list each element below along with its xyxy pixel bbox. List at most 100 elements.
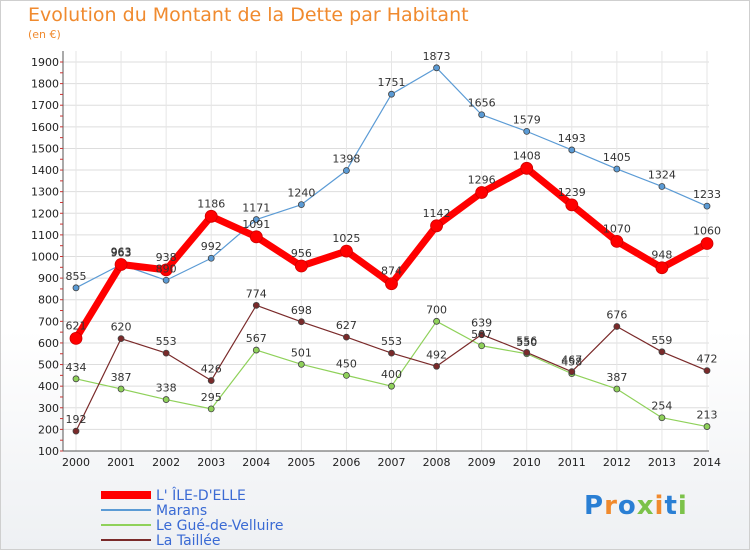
series-2-point-2012 [613,323,621,330]
series-0-label-2011: 1493 [558,132,586,145]
series-3-label-2006: 1025 [332,232,360,245]
x-tick-2002: 2002 [152,456,180,469]
y-tick-800: 800 [38,294,59,307]
series-1-label-2008: 700 [426,303,447,316]
series-3-point-2014 [700,237,714,250]
y-tick-500: 500 [38,359,59,372]
series-1-point-2000 [72,375,80,383]
series-2-label-2010: 556 [516,334,537,347]
series-3-point-2003 [204,209,218,223]
series-0-point-2007 [388,90,395,98]
logo-letter: i [677,491,688,521]
series-3-label-2012: 1070 [603,222,631,235]
x-tick-2005: 2005 [287,456,315,469]
series-0-point-2008 [433,64,440,72]
y-tick-200: 200 [38,423,59,436]
y-tick-1300: 1300 [31,186,59,199]
series-1-label-2010: 550 [516,336,537,349]
series-1-point-2004 [252,346,260,354]
series-0-point-2009 [478,111,486,119]
series-1-point-2013 [658,414,666,422]
logo-letter: P [584,491,605,521]
series-1-label-2006: 450 [336,357,357,370]
series-2-label-2009: 639 [471,317,492,330]
series-0-label-2008: 1873 [423,50,451,63]
series-2-label-2006: 627 [336,319,357,332]
series-3-point-2001 [114,258,128,271]
series-3-point-2011 [565,198,579,212]
series-3-point-2007 [385,277,398,291]
x-tick-2010: 2010 [513,456,541,469]
series-0-point-2014 [703,202,711,210]
series-0-point-2000 [72,284,80,292]
series-1-label-2001: 387 [111,371,132,384]
series-2-label-2000: 192 [66,413,87,426]
series-0-point-2010 [523,127,531,135]
series-2-label-2013: 559 [651,334,672,347]
series-0-label-2010: 1579 [513,113,541,126]
series-2-label-2011: 467 [561,354,582,367]
x-tick-2006: 2006 [332,456,360,469]
x-tick-2000: 2000 [62,456,90,469]
y-tick-1400: 1400 [31,164,59,177]
series-0-label-2002: 890 [156,262,177,275]
series-2-label-2012: 676 [606,309,627,322]
series-2-point-2010 [523,349,531,356]
y-tick-1500: 1500 [31,142,59,155]
logo-letter: x [636,491,655,521]
series-2-point-2000 [72,427,80,435]
series-0-point-2003 [207,254,215,262]
series-0-label-2005: 1240 [287,187,315,200]
chart-unit: (en €) [28,28,61,41]
series-1-label-2013: 254 [651,400,672,413]
y-tick-400: 400 [38,380,59,393]
series-3-point-2004 [249,230,263,244]
series-2-label-2007: 553 [381,335,402,348]
series-0-label-2009: 1656 [468,97,496,110]
series-1-label-2000: 434 [66,361,87,374]
series-2-label-2005: 698 [291,304,312,317]
series-0-label-2004: 1171 [242,202,270,215]
series-3-point-2010 [520,161,534,175]
series-1-label-2011: 458 [561,356,582,369]
legend-label-1: Le Gué-de-Velluire [156,518,283,534]
x-tick-2007: 2007 [378,456,406,469]
series-2-label-2014: 472 [697,353,718,366]
series-3-label-2002: 938 [156,251,177,264]
series-3-point-2013 [655,261,669,275]
series-1-point-2014 [703,423,711,430]
series-2-point-2011 [568,368,576,376]
series-1-point-2012 [613,385,621,393]
series-2-label-2002: 553 [156,335,177,348]
series-2-point-2002 [162,349,170,357]
y-tick-700: 700 [38,315,59,328]
series-3-point-2002 [159,263,173,277]
series-2-label-2008: 492 [426,348,447,361]
series-1-label-2005: 501 [291,346,312,359]
series-1-label-2003: 295 [201,391,222,404]
y-tick-1600: 1600 [31,121,59,134]
y-tick-300: 300 [38,402,59,415]
y-tick-1000: 1000 [31,251,59,264]
series-1-point-2005 [297,360,305,368]
series-3-label-2000: 621 [66,319,87,332]
series-1-point-2007 [388,382,395,390]
series-1-label-2007: 400 [381,368,402,381]
series-3-point-2008 [430,219,443,233]
series-0-point-2011 [568,146,576,154]
x-tick-2012: 2012 [603,456,631,469]
x-tick-2004: 2004 [242,456,270,469]
series-2-point-2006 [343,333,350,341]
series-1-point-2003 [207,405,215,413]
series-2-point-2004 [252,301,260,309]
series-3-label-2008: 1142 [423,207,451,220]
series-0-label-2007: 1751 [378,76,406,89]
x-tick-2001: 2001 [107,456,135,469]
series-2-label-2003: 426 [201,363,222,376]
y-tick-100: 100 [38,445,59,458]
series-1-label-2004: 567 [246,332,267,345]
x-tick-2014: 2014 [693,456,721,469]
series-3-label-2009: 1296 [468,174,496,187]
